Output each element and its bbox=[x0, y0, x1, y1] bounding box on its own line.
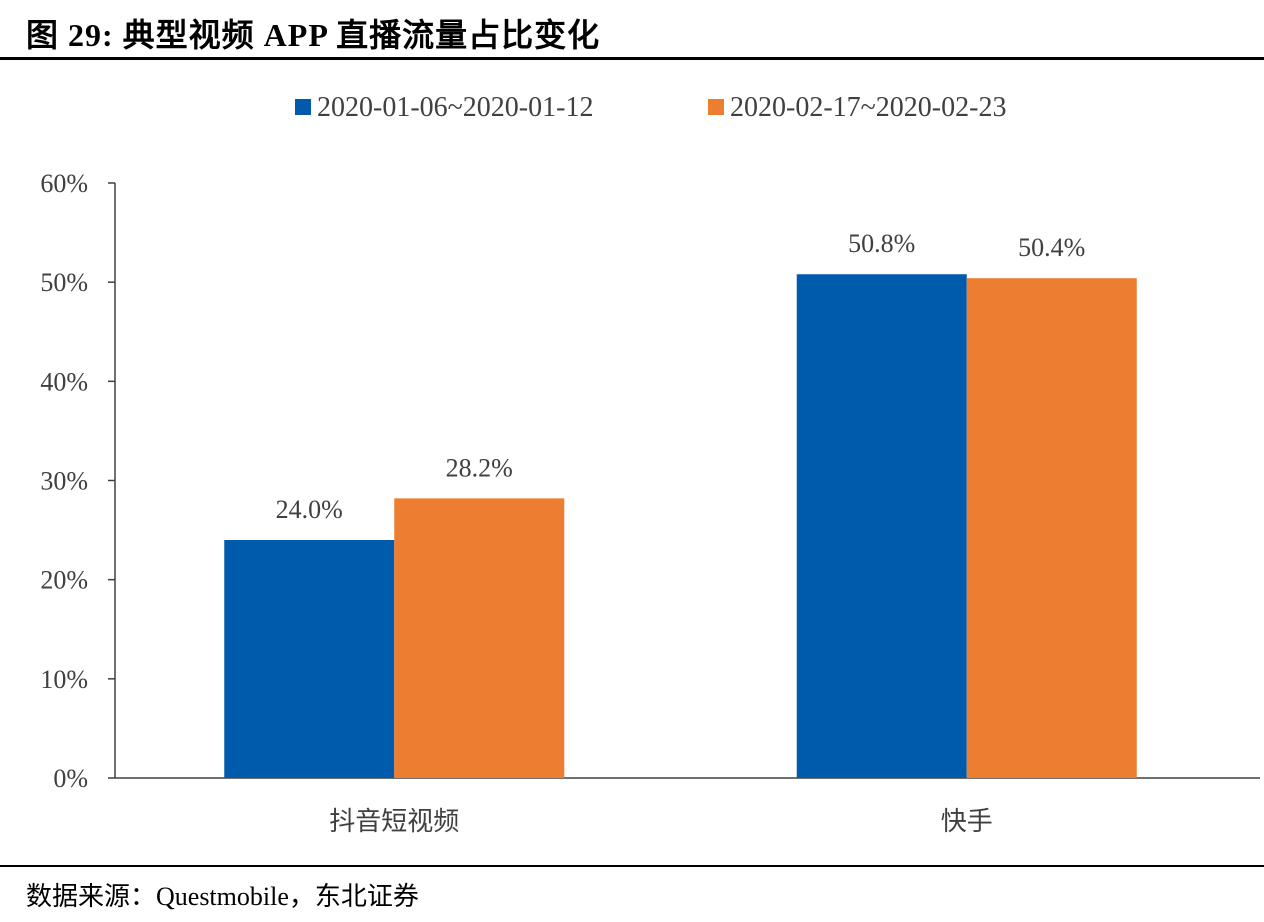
legend-label: 2020-01-06~2020-01-12 bbox=[317, 92, 593, 123]
legend-label: 2020-02-17~2020-02-23 bbox=[730, 92, 1006, 123]
y-tick-label: 50% bbox=[40, 268, 88, 297]
bottom-divider bbox=[0, 865, 1264, 867]
top-divider bbox=[0, 57, 1264, 60]
bar bbox=[224, 540, 395, 778]
x-tick-label: 快手 bbox=[941, 807, 993, 836]
y-tick-label: 60% bbox=[40, 169, 88, 198]
y-tick-label: 40% bbox=[40, 367, 88, 396]
y-tick-label: 30% bbox=[40, 467, 88, 496]
bar bbox=[796, 274, 967, 778]
x-tick-label: 抖音短视频 bbox=[329, 807, 459, 836]
data-label: 50.8% bbox=[848, 229, 915, 258]
data-label: 50.4% bbox=[1018, 233, 1085, 262]
bar bbox=[966, 278, 1137, 778]
legend-swatch bbox=[708, 99, 724, 115]
y-tick-label: 0% bbox=[53, 764, 88, 793]
data-label: 24.0% bbox=[276, 495, 343, 524]
legend-swatch bbox=[295, 99, 311, 115]
figure-title: 图 29: 典型视频 APP 直播流量占比变化 bbox=[26, 17, 601, 53]
bar bbox=[394, 498, 565, 778]
y-tick-label: 20% bbox=[40, 566, 88, 595]
y-tick-label: 10% bbox=[40, 665, 88, 694]
source-note: 数据来源：Questmobile，东北证券 bbox=[26, 882, 419, 911]
data-label: 28.2% bbox=[446, 453, 513, 482]
